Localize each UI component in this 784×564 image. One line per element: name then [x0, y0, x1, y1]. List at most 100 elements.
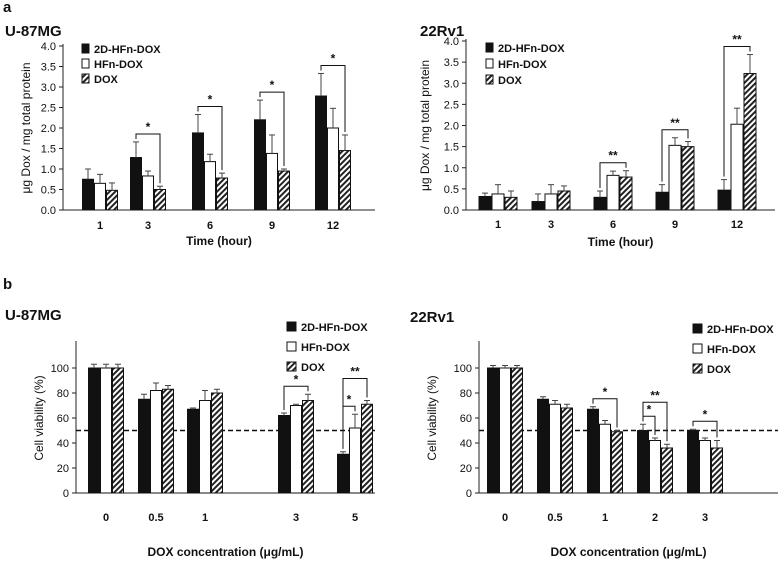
chart-title: U-87MG	[5, 307, 62, 324]
bar-hfn-dox	[599, 423, 611, 494]
legend-label: 2D-HFn-DOX	[94, 44, 161, 56]
y-axis-label: μg Dox / mg total protein	[19, 63, 33, 194]
y-tick-label: 3.5	[444, 57, 459, 69]
legend-label: HFn-DOX	[498, 59, 548, 71]
chart-title: 22Rv1	[410, 309, 454, 326]
x-tick-label: 3	[548, 219, 554, 231]
bar-hfn-dox	[491, 193, 505, 211]
x-tick-label: 0	[502, 512, 508, 524]
bar-2d-hfn-dox	[537, 398, 549, 494]
bar-dox	[619, 176, 633, 211]
y-tick-label: 60	[57, 413, 69, 425]
x-axis-label: Time (hour)	[186, 234, 252, 248]
legend-label: HFn-DOX	[707, 344, 757, 356]
bar-2d-hfn-dox	[487, 367, 499, 494]
significance-label: *	[270, 78, 275, 92]
y-tick-label: 4.0	[444, 36, 459, 48]
bar-2d-hfn-dox	[88, 367, 100, 494]
y-tick-label: 3.0	[444, 78, 459, 90]
x-tick-label: 0.5	[547, 512, 562, 524]
y-tick-label: 4.0	[41, 41, 56, 53]
significance-label: **	[650, 388, 660, 402]
significance-label: *	[347, 392, 352, 406]
bar-hfn-dox	[100, 367, 112, 494]
bar-hfn-dox	[649, 440, 661, 494]
bar-hfn-dox	[668, 144, 682, 211]
significance-label: *	[294, 372, 299, 386]
chart-b-u87mg: U-87MG 0 20 40 60 80 100 Cell viability (%) DOX …	[5, 307, 375, 559]
significance-bracket	[723, 46, 751, 177]
y-tick-label: 2.5	[41, 103, 56, 115]
bar-2d-hfn-dox	[587, 408, 599, 494]
bar-dox	[511, 367, 523, 494]
y-tick-label: 100	[51, 363, 69, 375]
y-tick-label: 1.5	[444, 142, 459, 154]
y-tick-label: 2.5	[444, 99, 459, 111]
y-tick-label: 80	[460, 388, 472, 400]
bar-2d-hfn-dox	[278, 415, 290, 494]
legend-label: DOX	[301, 362, 326, 374]
legend-label: DOX	[498, 75, 523, 87]
significance-label: *	[146, 120, 151, 134]
significance-bracket	[197, 105, 223, 171]
significance-bracket	[320, 64, 346, 132]
y-tick-label: 20	[460, 463, 472, 475]
legend-label: 2D-HFn-DOX	[707, 324, 774, 336]
bar-dox	[361, 403, 373, 494]
bar-2d-hfn-dox	[315, 95, 327, 211]
legend-swatch-dox	[286, 361, 297, 372]
bar-dox	[302, 400, 314, 494]
bar-2d-hfn-dox	[637, 430, 649, 494]
bar-dox	[504, 196, 518, 211]
y-tick-label: 1.0	[41, 164, 56, 176]
x-tick-label: 9	[269, 220, 275, 232]
legend-swatch-hfn-dox	[692, 343, 703, 354]
y-tick-label: 40	[460, 438, 472, 450]
x-tick-label: 12	[731, 219, 743, 231]
significance-label: *	[208, 92, 213, 106]
x-tick-label: 0	[103, 512, 109, 524]
significance-label: *	[647, 402, 652, 416]
bar-dox	[711, 447, 723, 494]
legend-swatch-dox	[485, 74, 494, 85]
legend-swatch-2d-hfn-dox	[692, 323, 703, 334]
x-tick-label: 12	[327, 220, 339, 232]
y-tick-label: 100	[454, 363, 472, 375]
x-tick-label: 1	[602, 512, 608, 524]
x-tick-label: 1	[97, 220, 103, 232]
bar-dox	[743, 73, 757, 211]
y-axis-label: Cell viability (%)	[425, 375, 439, 460]
bar-2d-hfn-dox	[717, 189, 731, 211]
y-tick-label: 0.5	[444, 184, 459, 196]
significance-bracket	[135, 133, 161, 184]
x-tick-label: 6	[610, 219, 616, 231]
x-tick-label: 2	[652, 512, 658, 524]
y-tick-label: 3.0	[41, 82, 56, 94]
legend-label: DOX	[707, 364, 732, 376]
y-tick-label: 1.0	[444, 163, 459, 175]
bar-2d-hfn-dox	[138, 398, 150, 494]
legend-label: HFn-DOX	[301, 342, 351, 354]
bar-2d-hfn-dox	[254, 119, 266, 211]
bar-dox	[611, 431, 623, 494]
legend-swatch-dox	[692, 363, 703, 374]
significance-label: *	[603, 385, 608, 399]
x-axis-label: Time (hour)	[588, 235, 654, 249]
bar-hfn-dox	[499, 367, 511, 494]
bar-dox	[211, 392, 223, 494]
legend-label: 2D-HFn-DOX	[301, 322, 368, 334]
y-axis-label: Cell viability (%)	[32, 375, 46, 460]
y-tick-label: 0.5	[41, 185, 56, 197]
legend-label: 2D-HFn-DOX	[498, 43, 565, 55]
chart-a-22rv1: 22Rv1 0.0 0.5 1.0 1.5 2.0 2.5 3.0 3.5 4.0 μg Dox /…	[418, 23, 775, 249]
y-axis-label: μg Dox / mg total protein	[418, 60, 432, 191]
significance-bracket	[692, 420, 718, 438]
x-tick-label: 9	[672, 219, 678, 231]
bar-hfn-dox	[290, 405, 302, 494]
bar-hfn-dox	[549, 403, 561, 494]
bar-2d-hfn-dox	[478, 195, 492, 211]
bar-2d-hfn-dox	[187, 408, 199, 494]
y-tick-label: 0.0	[41, 205, 56, 217]
bar-dox	[162, 388, 174, 494]
bar-2d-hfn-dox	[531, 201, 545, 211]
